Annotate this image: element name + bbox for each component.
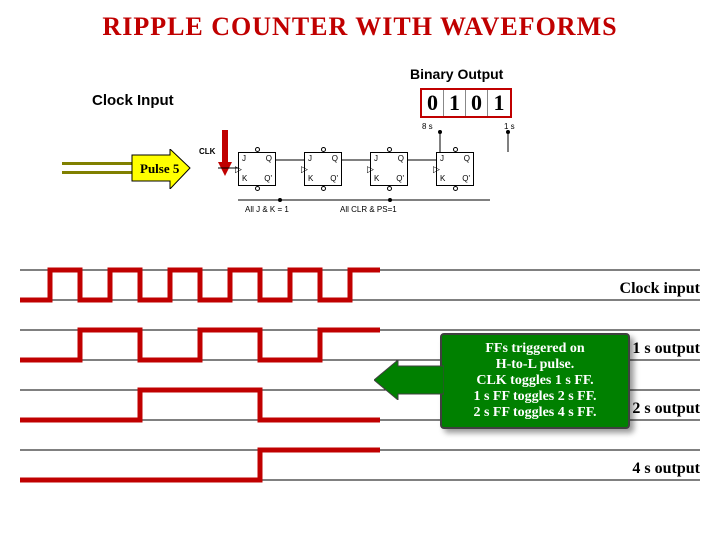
waveform-label: 1 s output bbox=[632, 340, 700, 358]
waveform-label: Clock input bbox=[620, 280, 700, 298]
waveform-label: 2 s output bbox=[632, 400, 700, 418]
callout-line: FFs triggered on bbox=[452, 341, 618, 357]
callout-box: FFs triggered onH-to-L pulse.CLK toggles… bbox=[440, 333, 630, 429]
callout-line: H-to-L pulse. bbox=[452, 357, 618, 373]
callout-line: 2 s FF toggles 4 s FF. bbox=[452, 405, 618, 421]
waveform-label: 4 s output bbox=[632, 460, 700, 478]
callout-line: CLK toggles 1 s FF. bbox=[452, 373, 618, 389]
callout-line: 1 s FF toggles 2 s FF. bbox=[452, 389, 618, 405]
waveforms bbox=[0, 0, 720, 540]
callout-arrow bbox=[374, 360, 444, 400]
